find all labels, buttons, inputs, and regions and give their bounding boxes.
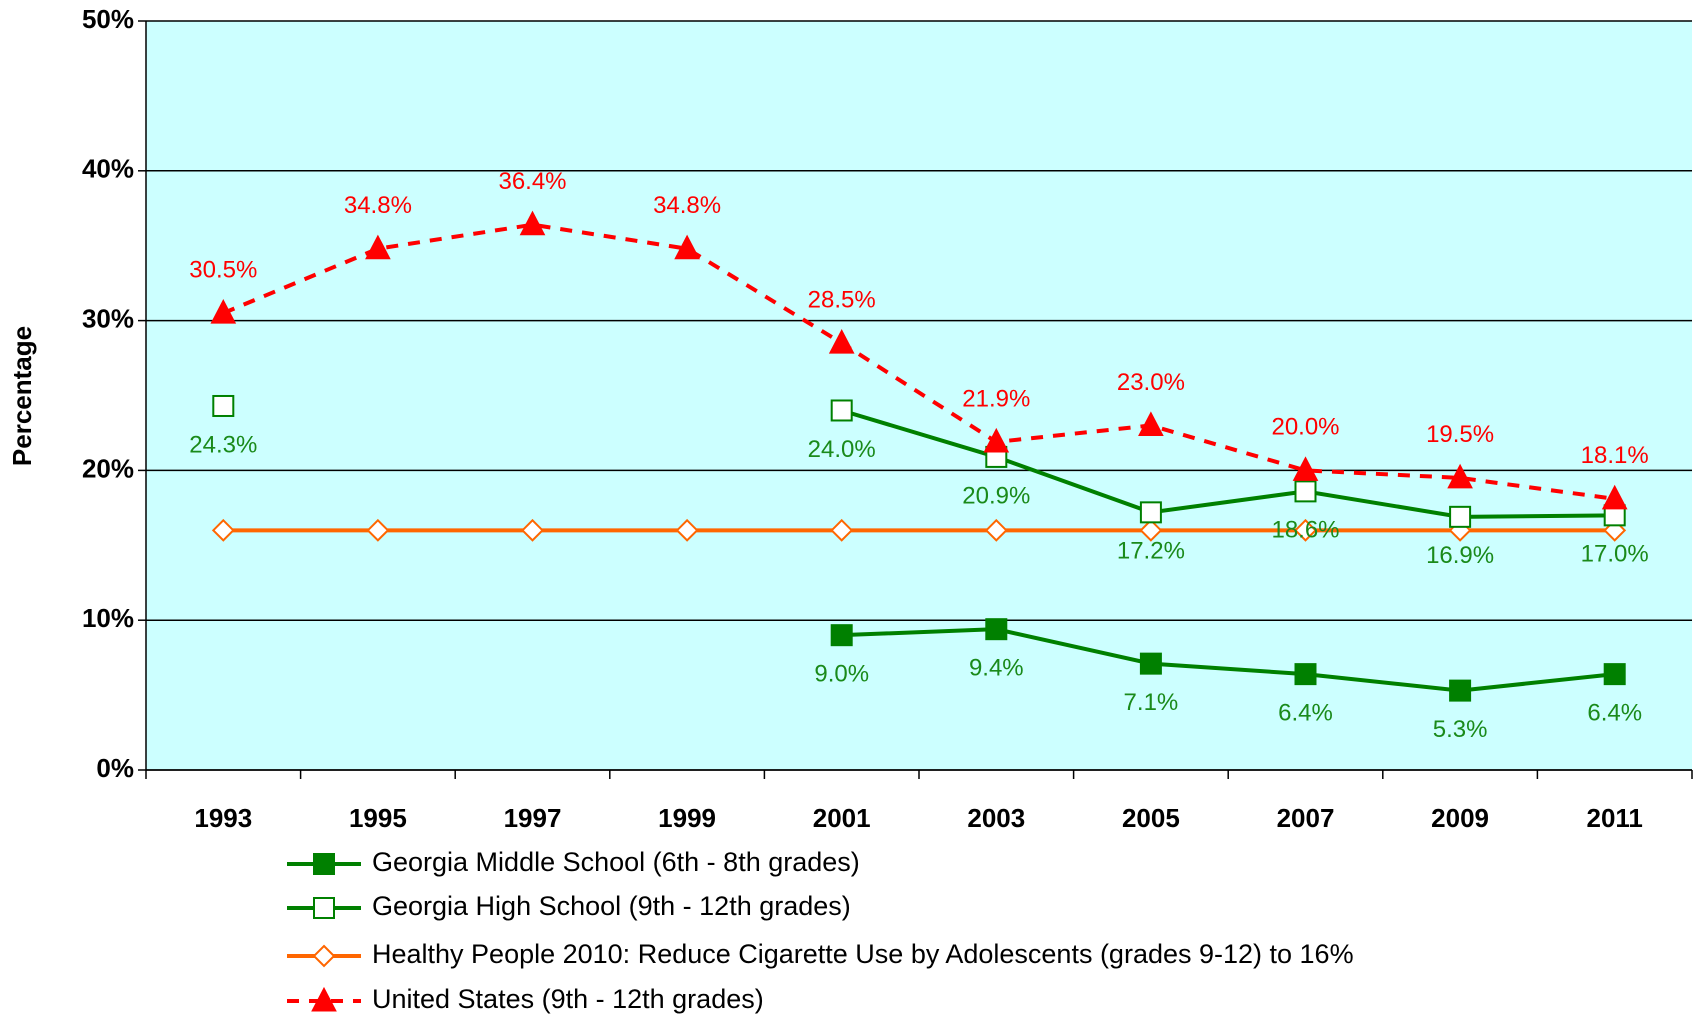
marker [212, 394, 235, 417]
plot-area [146, 21, 1692, 770]
series-line [222, 222, 1615, 501]
marker [830, 624, 853, 647]
data-label: 6.4% [1278, 699, 1333, 726]
marker [985, 618, 1008, 641]
x-tick-label: 1995 [349, 803, 407, 833]
x-tick-label: 1999 [658, 803, 716, 833]
marker [1601, 484, 1628, 510]
legend-label: Georgia Middle School (6th - 8th grades) [372, 847, 860, 877]
x-tick-label: 2001 [813, 803, 871, 833]
data-label: 20.9% [962, 482, 1030, 509]
y-tick-label: 50% [82, 4, 134, 34]
x-tick-label: 2007 [1277, 803, 1335, 833]
data-label: 20.0% [1271, 414, 1339, 441]
legend-label: Healthy People 2010: Reduce Cigarette Us… [372, 939, 1354, 969]
y-tick-label: 30% [82, 303, 134, 333]
legend-item: United States (9th - 12th grades) [287, 984, 764, 1014]
marker [521, 518, 544, 542]
legend-label: United States (9th - 12th grades) [372, 984, 764, 1014]
marker [830, 399, 853, 422]
marker [1294, 518, 1317, 542]
data-label: 17.2% [1117, 538, 1185, 565]
marker [983, 427, 1010, 453]
data-label: 9.0% [814, 661, 869, 688]
data-label: 34.8% [653, 192, 721, 219]
y-tick-label: 0% [96, 753, 134, 783]
y-tick-label: 10% [82, 603, 134, 633]
data-label: 30.5% [189, 256, 257, 283]
x-tick-label: 1993 [194, 803, 252, 833]
marker [830, 518, 854, 542]
data-label: 18.1% [1581, 442, 1649, 469]
y-tick-label: 20% [82, 453, 134, 483]
marker [1603, 663, 1626, 686]
marker [675, 518, 699, 542]
legend-item: Georgia High School (9th - 12th grades) [287, 891, 851, 921]
marker [1294, 663, 1317, 686]
marker [519, 210, 546, 236]
series-line [841, 408, 1615, 519]
marker [674, 234, 700, 260]
data-label: 21.9% [962, 385, 1030, 412]
data-label: 24.0% [808, 436, 876, 463]
marker [1139, 652, 1162, 675]
marker [828, 328, 855, 354]
legend-marker [313, 897, 335, 919]
legend-label: Georgia High School (9th - 12th grades) [372, 891, 851, 921]
marker [1449, 679, 1472, 702]
data-label: 6.4% [1587, 699, 1642, 726]
legend-item: Georgia Middle School (6th - 8th grades) [287, 847, 860, 877]
data-label: 24.3% [189, 431, 257, 458]
y-axis-label: Percentage [7, 326, 37, 466]
x-tick-label: 2011 [1586, 803, 1642, 833]
legend-marker [312, 944, 336, 968]
data-label: 16.9% [1426, 542, 1494, 569]
marker [984, 518, 1008, 542]
x-tick-label: 1997 [504, 803, 562, 833]
legend-marker [313, 853, 335, 875]
data-label: 34.8% [344, 192, 412, 219]
marker [365, 234, 391, 260]
marker [1138, 411, 1164, 436]
marker [1447, 463, 1473, 489]
data-label: 18.6% [1271, 517, 1339, 544]
x-tick-label: 2003 [967, 803, 1025, 833]
data-label: 9.4% [969, 655, 1024, 682]
marker [366, 518, 390, 542]
data-label: 28.5% [808, 286, 876, 313]
x-tick-label: 2009 [1431, 803, 1489, 833]
marker [211, 518, 235, 542]
marker [1292, 456, 1319, 481]
marker [210, 299, 237, 324]
data-label: 17.0% [1581, 541, 1649, 568]
series-line [841, 627, 1615, 693]
y-tick-label: 40% [82, 154, 134, 184]
marker [1139, 501, 1162, 524]
data-label: 7.1% [1124, 689, 1179, 716]
data-label: 19.5% [1426, 421, 1494, 448]
legend-marker [311, 986, 337, 1012]
marker [1449, 505, 1472, 528]
marker [1294, 480, 1317, 503]
data-label: 36.4% [498, 168, 566, 195]
data-label: 5.3% [1433, 716, 1488, 743]
marker [1139, 518, 1163, 542]
legend-item: Healthy People 2010: Reduce Cigarette Us… [287, 939, 1354, 969]
data-label: 23.0% [1117, 369, 1185, 396]
x-tick-label: 2005 [1122, 803, 1180, 833]
